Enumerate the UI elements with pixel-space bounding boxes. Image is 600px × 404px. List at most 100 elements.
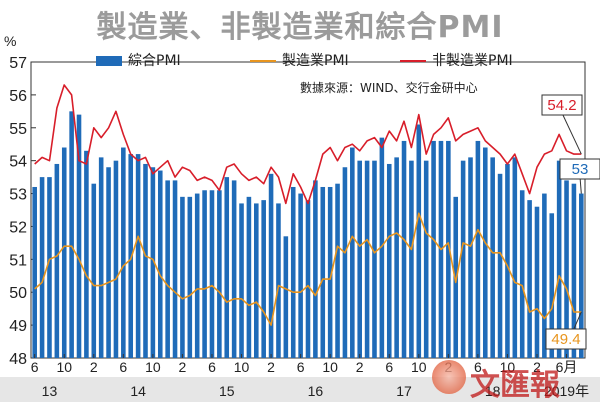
end-label-non-manufacturing-leader <box>561 112 582 155</box>
bar-composite <box>571 183 577 358</box>
bar-composite <box>121 147 126 358</box>
year-label: 18 <box>485 383 501 399</box>
bar-composite <box>446 140 451 358</box>
bar-composite <box>468 157 473 358</box>
watermark: 文匯報 <box>470 368 560 403</box>
bar-composite <box>364 160 370 358</box>
y-tick-label: 48 <box>9 351 27 368</box>
x-tick-label: 10 <box>322 359 338 375</box>
year-label: 14 <box>130 383 146 399</box>
bar-composite <box>549 213 555 358</box>
x-tick-label: 6月 <box>556 359 578 375</box>
x-tick-label: 6 <box>119 359 127 375</box>
y-tick-label: 53 <box>9 187 27 204</box>
bar-composite <box>416 124 422 358</box>
bar-composite <box>268 173 274 358</box>
bar-composite <box>357 160 362 358</box>
bar-composite <box>475 140 481 358</box>
legend-composite: 綜合PMI <box>96 50 181 70</box>
bar-composite <box>254 203 259 358</box>
bar-composite <box>239 203 244 358</box>
bar-composite <box>69 111 74 358</box>
bar-composite <box>409 160 414 358</box>
newspaper-logo-icon <box>432 360 466 394</box>
source-note: 數據來源：WIND、交行金研中心 <box>300 81 478 95</box>
bar-composite <box>460 160 466 358</box>
legend-composite-label: 綜合PMI <box>128 53 181 69</box>
x-tick-label: 10 <box>56 359 72 375</box>
x-tick-label: 6 <box>474 359 482 375</box>
end-label-non-manufacturing-box <box>541 94 583 116</box>
chart-title: 製造業、非製造業和綜合PMI <box>96 10 504 45</box>
x-tick-label: 6 <box>385 359 393 375</box>
year-label: 13 <box>42 383 58 399</box>
y-tick-label: 57 <box>9 55 27 72</box>
bar-composite <box>313 180 318 358</box>
legend-composite-swatch <box>96 56 122 66</box>
bar-composite <box>320 186 326 358</box>
bar-composite <box>261 200 266 358</box>
year-band <box>0 377 600 402</box>
x-tick-label: 10 <box>234 359 250 375</box>
y-tick-label: 52 <box>9 219 27 236</box>
legend-manufacturing-swatch <box>250 60 276 62</box>
bar-composite <box>453 196 459 358</box>
year-label: 15 <box>219 383 235 399</box>
x-tick-label: 2 <box>533 359 541 375</box>
end-label-composite-value: 53 <box>572 161 589 178</box>
bar-composite <box>39 177 45 358</box>
bar-composite <box>527 200 532 358</box>
bar-composite <box>512 157 518 358</box>
x-tick-label: 6 <box>31 359 39 375</box>
bar-composite <box>556 160 562 358</box>
bar-composite <box>342 167 348 358</box>
bar-composite <box>180 196 185 358</box>
line-non-manufacturing <box>34 84 582 205</box>
year-label: 17 <box>396 383 412 399</box>
bar-composite <box>327 186 333 358</box>
bar-composite <box>187 196 193 358</box>
end-label-manufacturing-box <box>545 328 587 350</box>
bar-composite <box>431 140 436 358</box>
bar-composite <box>32 186 37 358</box>
bar-composite <box>490 157 495 358</box>
y-tick-label: 56 <box>9 88 27 105</box>
bar-composite <box>283 236 289 358</box>
y-tick-label: 49 <box>9 318 27 335</box>
x-tick-label: 10 <box>411 359 427 375</box>
y-tick-label: 50 <box>9 285 27 302</box>
year-label: 2019年 <box>544 383 589 399</box>
bar-composite <box>423 160 429 358</box>
bar-composite <box>98 157 104 358</box>
bar-composite <box>505 163 510 358</box>
bar-composite <box>482 147 488 358</box>
bar-composite <box>519 190 525 358</box>
bar-composite <box>106 167 111 358</box>
bar-composite <box>61 147 67 358</box>
end-label-non-manufacturing-value: 54.2 <box>547 97 576 114</box>
x-tick-label: 10 <box>500 359 516 375</box>
x-tick-label: 2 <box>356 359 364 375</box>
bar-composite <box>157 170 163 358</box>
bar-composite <box>150 167 156 358</box>
legend-non-manufacturing-label: 非製造業PMI <box>432 53 513 69</box>
bar-composite <box>290 186 296 358</box>
x-tick-label: 2 <box>179 359 187 375</box>
bar-composite <box>194 193 200 358</box>
bar-composite <box>54 163 60 358</box>
bar-composite <box>335 183 340 358</box>
legend-manufacturing: 製造業PMI <box>250 50 349 70</box>
bar-composite <box>202 190 207 358</box>
legend-manufacturing-label: 製造業PMI <box>282 53 349 69</box>
y-tick-label: 51 <box>9 252 27 269</box>
bar-composite <box>497 173 503 358</box>
bar-composite <box>165 180 170 358</box>
bar-composite <box>143 163 148 358</box>
bar-composite <box>84 150 89 358</box>
y-tick-label: 55 <box>9 121 27 138</box>
bar-composite <box>128 154 134 358</box>
bar-composite <box>231 180 237 358</box>
year-label: 16 <box>308 383 324 399</box>
y-unit-label: % <box>4 33 16 49</box>
